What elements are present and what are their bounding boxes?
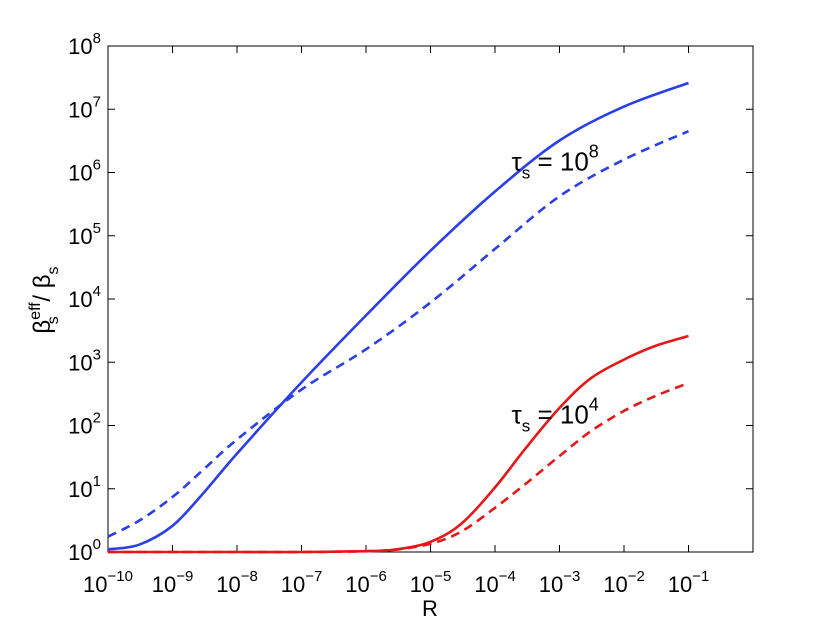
x-tick-label-2: 10−8: [216, 568, 258, 597]
y-label-sep: /: [29, 288, 56, 308]
y-tick-label-0: 100: [68, 536, 101, 565]
y-tick-label-8: 108: [68, 30, 101, 59]
annotation-layer: τs = 108 τs = 104: [511, 142, 598, 436]
series-0-line: [107, 81, 689, 551]
y-tick-label-2: 102: [68, 410, 101, 439]
x-tick-label-7: 10−3: [539, 568, 581, 597]
annotation-0: τs = 108: [511, 142, 598, 183]
y-axis-label: βeffs / βs: [27, 266, 62, 333]
svg-text:βeffs / βs: βeffs / βs: [27, 266, 62, 333]
y-tick-label-1: 101: [68, 473, 101, 502]
y-tick-label-4: 104: [68, 283, 101, 312]
x-tick-label-5: 10−5: [410, 568, 452, 597]
series-3-line: [108, 381, 689, 554]
x-tick-label-6: 10−4: [474, 568, 516, 597]
y-tick-label-5: 105: [68, 220, 101, 249]
x-tick-label-9: 10−1: [668, 568, 710, 597]
x-tick-label-1: 10−9: [152, 568, 194, 597]
y-axis-ticks: 100 101 102 103 104 105 106 107 108: [68, 30, 753, 565]
y-tick-label-3: 103: [68, 346, 101, 375]
x-tick-label-3: 10−7: [281, 568, 323, 597]
y-label-sub: s: [45, 316, 62, 324]
series-1-line: [107, 130, 690, 538]
y-label-sub-2: s: [45, 266, 62, 274]
x-axis-ticks: 10−10 10−9 10−8 10−7 10−6 10−5 10−4 10−3 10−2 10−…: [83, 46, 709, 597]
x-axis-label: R: [422, 596, 438, 621]
y-tick-label-7: 107: [68, 93, 101, 122]
x-tick-label-4: 10−6: [345, 568, 387, 597]
plot-area: [107, 45, 754, 553]
x-tick-label-8: 10−2: [603, 568, 645, 597]
y-label-beta: β: [29, 320, 56, 334]
y-tick-label-6: 106: [68, 157, 101, 186]
series-layer: [107, 81, 690, 554]
x-tick-label-0: 10−10: [83, 568, 133, 597]
y-label-sup: eff: [27, 302, 44, 320]
annotation-1: τs = 104: [511, 395, 598, 436]
y-label-beta-2: β: [29, 274, 56, 288]
